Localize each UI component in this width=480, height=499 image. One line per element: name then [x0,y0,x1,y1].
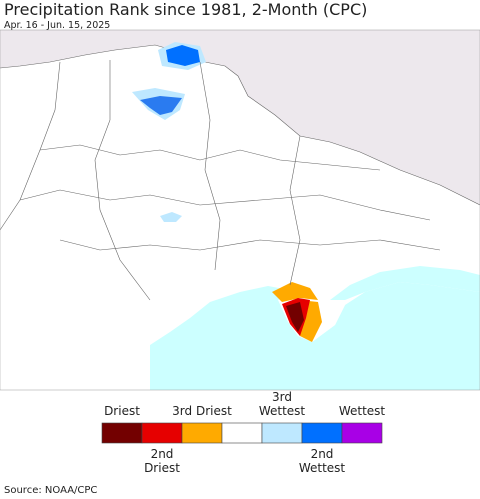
legend-label: 3rd Driest [172,404,232,418]
azov-sea [330,266,480,300]
legend-label: Driest [104,404,140,418]
legend-swatch [101,422,143,444]
ukraine [0,45,480,260]
patch [160,212,182,222]
border [0,61,61,231]
legend-swatch [301,422,343,444]
legend-label: 2nd Driest [144,447,180,475]
legend-swatch [261,422,303,444]
patch [166,45,200,66]
border [19,189,431,221]
border [59,239,441,251]
border [289,135,301,286]
border [39,144,381,171]
title: Precipitation Rank since 1981, 2-Month (… [4,0,368,19]
legend-swatch [181,422,223,444]
source: Source: NOAA/CPC [4,485,98,496]
legend-label: Wettest [338,404,386,418]
outside-region [0,30,480,205]
sea [150,282,480,390]
patch [140,96,182,115]
border [199,61,221,271]
legend-swatch [341,422,383,444]
patch [272,282,318,302]
legend-swatch [221,422,263,444]
legend-label: 3rd Wettest [258,390,306,418]
patch [286,302,304,332]
border [0,44,480,206]
legend-swatch [141,422,183,444]
legend-label: 2nd Wettest [298,447,346,475]
border [94,60,151,301]
subtitle: Apr. 16 - Jun. 15, 2025 [4,20,111,31]
map-frame [0,29,480,391]
